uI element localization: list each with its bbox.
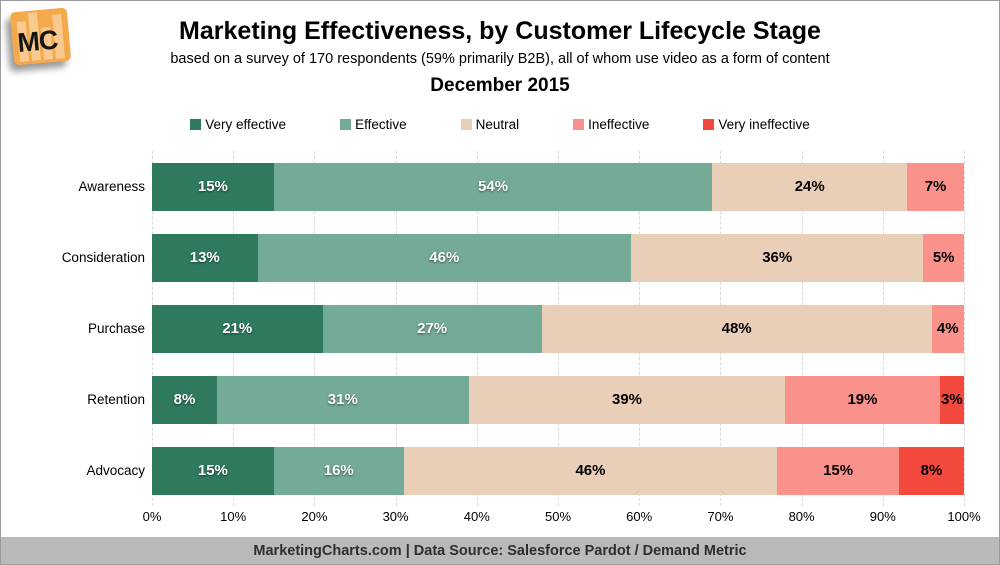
x-tick-label: 70% (707, 509, 734, 524)
legend-label: Very ineffective (718, 117, 810, 132)
segment-very-effective: 15% (152, 162, 274, 211)
x-tick-label: 80% (788, 509, 815, 524)
category-label: Consideration (61, 250, 145, 265)
segment-very-ineffective: 8% (899, 446, 964, 495)
legend-item-neutral: Neutral (460, 117, 520, 132)
stacked-bar: 13% 46% 36% 5% (152, 233, 964, 282)
legend-swatch-icon (340, 119, 352, 130)
segment-neutral: 24% (712, 162, 908, 211)
legend-swatch-icon (703, 119, 715, 130)
stacked-bar: 15% 16% 46% 15% 8% (152, 446, 964, 495)
segment-value: 24% (794, 178, 825, 195)
segment-value: 48% (721, 320, 752, 337)
segment-value: 31% (327, 391, 358, 408)
category-label: Awareness (78, 179, 145, 194)
x-tick-label: 20% (301, 509, 328, 524)
segment-value: 7% (924, 178, 947, 195)
legend-label: Neutral (475, 117, 520, 132)
segment-effective: 16% (273, 446, 404, 495)
chart-title: Marketing Effectiveness, by Customer Lif… (179, 17, 821, 45)
legend: Very effective Effective Neutral Ineffectiv… (1, 117, 999, 132)
x-tick-label: 100% (947, 509, 981, 524)
footer-bar: MarketingCharts.com | Data Source: Sales… (1, 537, 999, 564)
segment-effective: 54% (273, 162, 713, 211)
x-tick-label: 10% (220, 509, 247, 524)
x-tick-label: 90% (869, 509, 896, 524)
segment-value: 21% (222, 320, 253, 337)
segment-value: 15% (197, 178, 228, 195)
segment-effective: 46% (257, 233, 632, 282)
legend-item-ineffective: Ineffective (573, 117, 649, 132)
x-tick-label: 60% (626, 509, 653, 524)
stacked-bar: 21% 27% 48% 4% (152, 304, 964, 353)
footer-text: MarketingCharts.com | Data Source: Sales… (253, 542, 747, 559)
category-label: Purchase (87, 321, 145, 336)
x-axis: 0% 10% 20% 30% 40% 50% 60% 70% 80% 90% 100% (143, 509, 981, 529)
x-tick-label: 0% (142, 509, 162, 524)
bar-rows: Awareness 15% 54% 24% 7% Consideration 13% 46% 3… (62, 151, 964, 506)
segment-ineffective: 7% (907, 162, 964, 211)
stacked-bar: 8% 31% 39% 19% 3% (152, 375, 964, 424)
segment-neutral: 48% (541, 304, 932, 353)
legend-label: Effective (355, 117, 407, 132)
category-label: Advocacy (86, 463, 145, 478)
segment-value: 4% (936, 320, 959, 337)
segment-value: 27% (417, 320, 448, 337)
chart-subtitle: based on a survey of 170 respondents (59… (170, 51, 830, 67)
segment-very-effective: 21% (152, 304, 323, 353)
legend-swatch-icon (190, 119, 202, 130)
segment-value: 54% (478, 178, 509, 195)
segment-value: 8% (920, 462, 943, 479)
segment-value: 15% (823, 462, 854, 479)
legend-label: Ineffective (588, 117, 650, 132)
segment-value: 8% (173, 391, 196, 408)
segment-value: 39% (611, 391, 643, 408)
segment-very-effective: 13% (152, 233, 258, 282)
bar-row-advocacy: Advocacy 15% 16% 46% 15% 8% (86, 435, 964, 506)
chart-date: December 2015 (430, 75, 570, 96)
segment-ineffective: 4% (931, 304, 964, 353)
legend-label: Very effective (205, 117, 287, 132)
segment-value: 16% (323, 462, 354, 479)
segment-value: 46% (575, 462, 606, 479)
legend-item-effective: Effective (340, 117, 407, 132)
segment-neutral: 46% (403, 446, 778, 495)
bar-row-consideration: Consideration 13% 46% 36% 5% (62, 222, 964, 293)
segment-value: 3% (940, 391, 963, 408)
plot-area: Awareness 15% 54% 24% 7% Consideration 13% 46% 3… (62, 151, 965, 506)
gridline (964, 151, 965, 506)
segment-very-effective: 8% (152, 375, 217, 424)
bar-row-awareness: Awareness 15% 54% 24% 7% (78, 151, 964, 222)
segment-ineffective: 5% (923, 233, 964, 282)
x-tick-label: 30% (382, 509, 409, 524)
segment-neutral: 36% (631, 233, 924, 282)
stacked-bar: 15% 54% 24% 7% (152, 162, 964, 211)
legend-item-very-effective: Very effective (190, 117, 286, 132)
category-label: Retention (87, 392, 145, 407)
legend-swatch-icon (573, 119, 585, 130)
segment-very-ineffective: 3% (939, 375, 964, 424)
segment-effective: 31% (216, 375, 469, 424)
segment-value: 13% (189, 249, 220, 266)
segment-value: 46% (429, 249, 460, 266)
segment-value: 15% (197, 462, 228, 479)
legend-item-very-ineffective: Very ineffective (703, 117, 810, 132)
x-tick-label: 40% (463, 509, 490, 524)
bar-row-retention: Retention 8% 31% 39% 19% 3% (87, 364, 964, 435)
segment-value: 5% (932, 249, 955, 266)
segment-value: 19% (847, 391, 878, 408)
segment-neutral: 39% (468, 375, 786, 424)
segment-ineffective: 19% (785, 375, 940, 424)
segment-effective: 27% (322, 304, 542, 353)
bar-row-purchase: Purchase 21% 27% 48% 4% (88, 293, 964, 364)
segment-very-effective: 15% (152, 446, 274, 495)
x-tick-label: 50% (544, 509, 572, 524)
legend-swatch-icon (460, 119, 472, 130)
segment-value: 36% (762, 249, 793, 266)
segment-ineffective: 15% (777, 446, 900, 495)
